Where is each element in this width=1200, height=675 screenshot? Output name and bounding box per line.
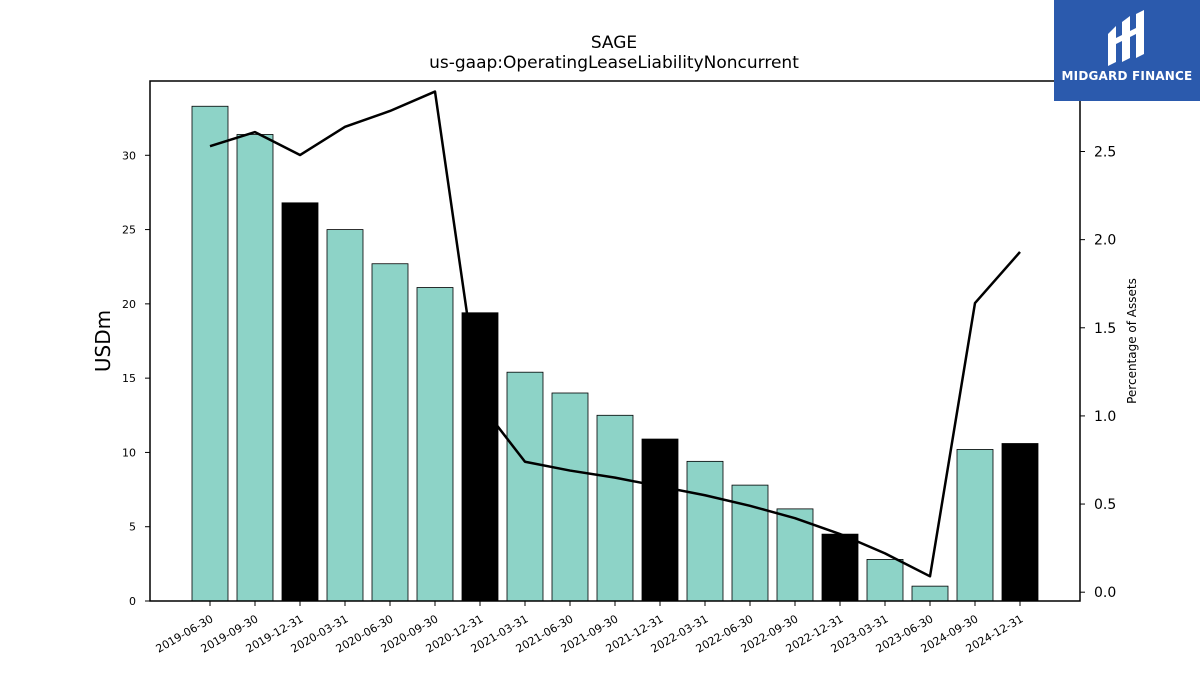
y-tick-label: 5 bbox=[129, 521, 136, 534]
bar bbox=[641, 438, 679, 602]
bar bbox=[326, 229, 364, 602]
midgard-logo-icon bbox=[1108, 10, 1144, 66]
y-tick-label: 10 bbox=[122, 446, 136, 459]
y-axis-left: 0 5 10 15 20 25 30 bbox=[122, 149, 150, 608]
bar bbox=[596, 414, 634, 602]
bar bbox=[416, 287, 454, 602]
line-path bbox=[209, 90, 1021, 578]
bar bbox=[236, 134, 274, 602]
bar bbox=[1001, 443, 1039, 602]
bar bbox=[371, 263, 409, 602]
y-tick-label: 20 bbox=[122, 298, 136, 311]
bar bbox=[821, 533, 859, 602]
bar bbox=[191, 105, 229, 602]
y2-tick-label: 0.0 bbox=[1094, 585, 1116, 601]
y2-tick-label: 1.5 bbox=[1094, 321, 1116, 337]
bar bbox=[776, 508, 814, 602]
bar bbox=[461, 312, 499, 602]
chart-subtitle: us-gaap:OperatingLeaseLiabilityNoncurren… bbox=[429, 53, 799, 73]
bar bbox=[956, 449, 994, 602]
brand-name: MIDGARD FINANCE bbox=[1061, 69, 1193, 83]
bar bbox=[551, 392, 589, 602]
bar bbox=[506, 371, 544, 602]
bar bbox=[731, 484, 769, 602]
y2-tick-label: 2.5 bbox=[1094, 145, 1116, 161]
bar-series bbox=[191, 105, 1039, 602]
y-axis-right: 0.0 0.5 1.0 1.5 2.0 2.5 bbox=[1080, 145, 1116, 601]
y-tick-label: 0 bbox=[129, 595, 136, 608]
y-tick-label: 30 bbox=[122, 149, 136, 162]
y2-tick-label: 1.0 bbox=[1094, 409, 1116, 425]
brand-logo: MIDGARD FINANCE bbox=[1054, 0, 1200, 101]
y2-tick-label: 2.0 bbox=[1094, 233, 1116, 249]
chart-title: SAGE bbox=[591, 33, 637, 53]
bar bbox=[866, 559, 904, 602]
y2-axis-label: Percentage of Assets bbox=[1125, 278, 1139, 404]
bar bbox=[686, 460, 724, 602]
y-axis-label: USDm bbox=[91, 310, 115, 372]
bar bbox=[911, 585, 949, 602]
bar bbox=[281, 202, 319, 602]
y-tick-label: 25 bbox=[122, 224, 136, 237]
line-series bbox=[209, 90, 1021, 578]
x-axis: 2019-06-302019-09-302019-12-312020-03-31… bbox=[154, 601, 1026, 656]
y2-tick-label: 0.5 bbox=[1094, 497, 1116, 513]
y-tick-label: 15 bbox=[122, 372, 136, 385]
